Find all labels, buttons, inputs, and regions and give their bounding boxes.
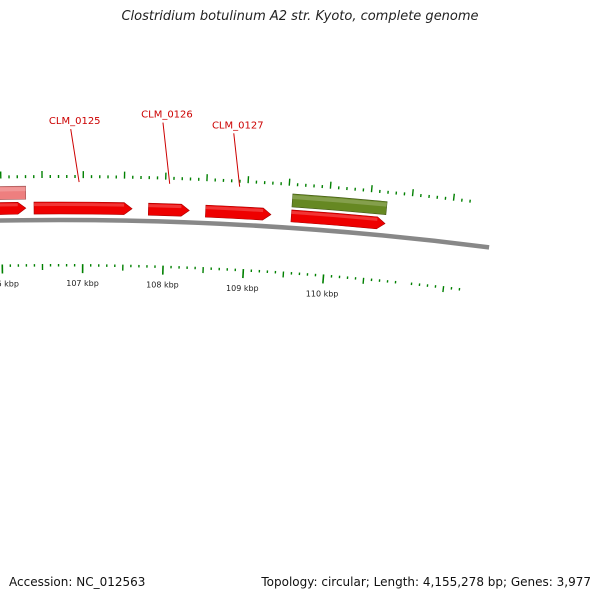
cds-arrow-highlight [205,206,264,213]
cds-arrow-highlight [33,203,125,207]
outer-tick [411,189,414,197]
cds-arrow-highlight [0,203,18,207]
gene-pointer-line [162,122,171,184]
scale-tick-label: 109 kbp [226,284,259,293]
backbone-arc [0,217,490,250]
cds-track [0,201,386,230]
gene-pointer-line [70,128,80,183]
accession-text: Accession: NC_012563 [9,575,146,589]
inner-tick [362,277,365,284]
genome-summary-text: Topology: circular; Length: 4,155,278 bp… [261,575,591,589]
backbone-line [0,217,490,250]
scale-tick-label: 110 kbp [306,289,339,298]
gene-pointer-line [233,133,241,187]
feature-track [0,185,388,215]
cds-arrow-highlight [148,204,182,209]
scale-tick-label: 108 kbp [146,281,179,290]
minor-ticks [0,171,471,293]
inner-tick [442,286,445,293]
cds-arrow-highlight [291,210,378,221]
scale-tick-label: 106 kbp [0,280,19,289]
feature-box-highlight [292,194,388,207]
outer-tick [329,181,332,189]
scale-tick-label: 107 kbp [66,279,99,288]
gene-label: CLM_0125 [49,116,101,127]
figure-title: Clostridium botulinum A2 str. Kyoto, com… [121,9,479,24]
outer-tick [370,185,373,193]
gene-label: CLM_0126 [141,110,193,121]
gene-label: CLM_0127 [212,120,264,131]
scale-tick [242,268,245,279]
gene-labels: CLM_0120CLM_0121CLM_0122CLM_0123ksgACLM_… [49,110,264,187]
feature-box-highlight [0,187,26,192]
scale-tick [322,274,325,284]
outer-tick [452,193,456,201]
